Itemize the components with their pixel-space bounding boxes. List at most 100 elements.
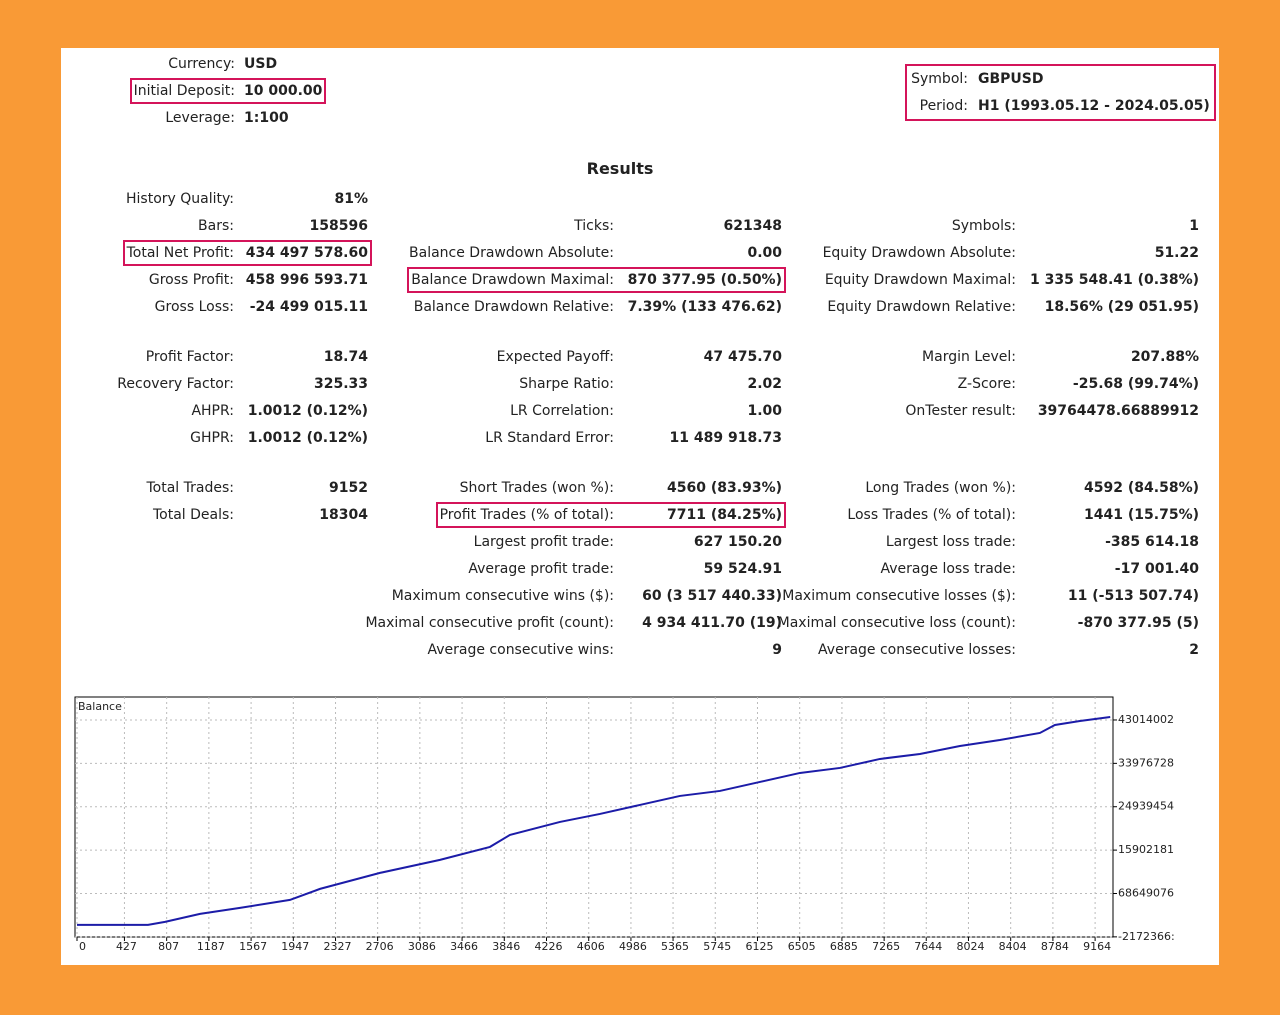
x-tick-label: 427 xyxy=(116,940,137,953)
x-tick-label: 4986 xyxy=(619,940,647,953)
result-label: Average loss trade: xyxy=(880,561,1016,577)
result-value: 18304 xyxy=(319,507,368,523)
result-value: -24 499 015.11 xyxy=(249,299,368,315)
result-label: LR Standard Error: xyxy=(485,430,614,446)
highlight-box xyxy=(407,267,786,293)
result-label: Total Trades: xyxy=(146,480,235,496)
result-value: 1441 (15.75%) xyxy=(1084,507,1199,523)
x-tick-label: 4606 xyxy=(577,940,605,953)
x-tick-label: 807 xyxy=(158,940,179,953)
result-label: Profit Factor: xyxy=(145,349,234,365)
x-tick-label: 3466 xyxy=(450,940,478,953)
result-value: -17 001.40 xyxy=(1114,561,1199,577)
result-label: Balance Drawdown Relative: xyxy=(413,299,614,315)
x-tick-label: 1947 xyxy=(281,940,309,953)
x-tick-label: 1567 xyxy=(239,940,267,953)
x-tick-label: 3086 xyxy=(408,940,436,953)
result-label: Largest loss trade: xyxy=(885,534,1016,550)
result-label: Maximum consecutive losses ($): xyxy=(782,588,1016,604)
x-tick-label: 5745 xyxy=(703,940,731,953)
highlight-box xyxy=(122,240,372,266)
result-value: 4592 (84.58%) xyxy=(1084,480,1199,496)
result-label: LR Correlation: xyxy=(510,403,614,419)
result-value: 0.00 xyxy=(747,245,782,261)
x-tick-label: 8784 xyxy=(1041,940,1069,953)
result-value: -870 377.95 (5) xyxy=(1077,615,1199,631)
result-label: Maximal consecutive profit (count): xyxy=(365,615,614,631)
result-label: Balance Drawdown Maximal: xyxy=(411,272,614,288)
result-label: Gross Profit: xyxy=(148,272,234,288)
result-label: Profit Trades (% of total): xyxy=(439,507,614,523)
x-tick-label: 6505 xyxy=(788,940,816,953)
result-value: 18.56% (29 051.95) xyxy=(1044,299,1199,315)
highlight-box xyxy=(435,502,786,528)
result-value: 39764478.66889912 xyxy=(1037,403,1199,419)
field-value: 10 000.00 xyxy=(244,83,323,99)
x-tick-label: 7265 xyxy=(872,940,900,953)
result-label: Expected Payoff: xyxy=(496,349,614,365)
result-label: Symbols: xyxy=(951,218,1016,234)
field-value: GBPUSD xyxy=(978,71,1044,87)
y-tick-label: 68649076 xyxy=(1118,886,1174,899)
field-value: H1 (1993.05.12 - 2024.05.05) xyxy=(978,98,1210,114)
x-tick-label: 4226 xyxy=(535,940,563,953)
result-value: 51.22 xyxy=(1154,245,1199,261)
result-label: GHPR: xyxy=(190,430,234,446)
result-value: 4560 (83.93%) xyxy=(667,480,782,496)
highlight-box xyxy=(129,78,327,104)
plot-area xyxy=(74,696,1114,938)
result-label: Margin Level: xyxy=(922,349,1016,365)
y-tick-label: -2172366: xyxy=(1118,930,1175,943)
result-label: Average profit trade: xyxy=(468,561,614,577)
y-tick-label: 33976728 xyxy=(1118,756,1174,769)
result-value: 9 xyxy=(772,642,782,658)
field-label: Currency: xyxy=(168,56,235,72)
result-label: Average consecutive wins: xyxy=(427,642,614,658)
result-value: -385 614.18 xyxy=(1105,534,1199,550)
result-label: Balance Drawdown Absolute: xyxy=(409,245,614,261)
x-tick-label: 5365 xyxy=(661,940,689,953)
x-tick-label: 6885 xyxy=(830,940,858,953)
result-label: OnTester result: xyxy=(905,403,1016,419)
result-label: Total Net Profit: xyxy=(126,245,234,261)
result-value: 1.0012 (0.12%) xyxy=(247,430,368,446)
x-tick-label: 0 xyxy=(79,940,86,953)
field-label: Initial Deposit: xyxy=(133,83,235,99)
result-label: Loss Trades (% of total): xyxy=(847,507,1016,523)
x-tick-label: 8024 xyxy=(956,940,984,953)
result-value: 7711 (84.25%) xyxy=(667,507,782,523)
result-value: 458 996 593.71 xyxy=(245,272,368,288)
result-label: Total Deals: xyxy=(152,507,234,523)
result-value: 59 524.91 xyxy=(703,561,782,577)
result-value: 7.39% (133 476.62) xyxy=(627,299,782,315)
field-label: Leverage: xyxy=(165,110,235,126)
result-value: 11 489 918.73 xyxy=(669,430,782,446)
x-tick-label: 6125 xyxy=(745,940,773,953)
result-value: 158596 xyxy=(309,218,368,234)
result-label: AHPR: xyxy=(191,403,234,419)
result-value: -25.68 (99.74%) xyxy=(1072,376,1199,392)
result-label: Short Trades (won %): xyxy=(459,480,614,496)
result-label: Z-Score: xyxy=(957,376,1016,392)
result-label: Long Trades (won %): xyxy=(865,480,1016,496)
result-value: 1.00 xyxy=(747,403,782,419)
result-value: 9152 xyxy=(329,480,368,496)
result-value: 870 377.95 (0.50%) xyxy=(627,272,782,288)
result-value: 627 150.20 xyxy=(693,534,782,550)
chart-title: Balance xyxy=(78,700,122,713)
result-label: Maximum consecutive wins ($): xyxy=(391,588,614,604)
result-label: Recovery Factor: xyxy=(117,376,234,392)
field-value: USD xyxy=(244,56,278,72)
result-label: Largest profit trade: xyxy=(473,534,614,550)
result-value: 434 497 578.60 xyxy=(245,245,368,261)
y-tick-label: 15902181 xyxy=(1118,843,1174,856)
result-label: Sharpe Ratio: xyxy=(519,376,614,392)
result-value: 207.88% xyxy=(1130,349,1199,365)
field-label: Symbol: xyxy=(911,71,968,87)
result-label: Ticks: xyxy=(574,218,614,234)
result-value: 1 335 548.41 (0.38%) xyxy=(1030,272,1199,288)
result-label: History Quality: xyxy=(126,191,234,207)
result-value: 1 xyxy=(1189,218,1199,234)
result-label: Maximal consecutive loss (count): xyxy=(777,615,1016,631)
